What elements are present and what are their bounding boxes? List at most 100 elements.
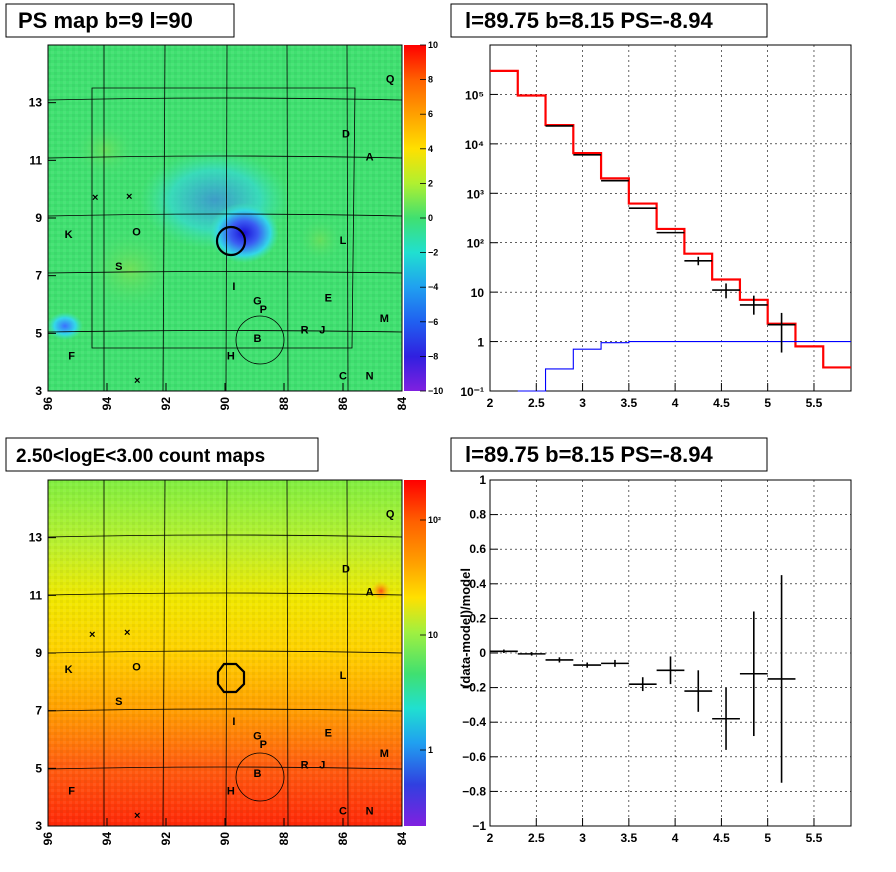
residual-x-tick-label: 2.5: [528, 831, 545, 845]
spectrum-x-tick-label: 2.5: [528, 396, 545, 410]
ps-map-marker-r: R: [301, 324, 309, 336]
residual-x-tick-label: 5: [764, 831, 771, 845]
ps-map-marker-s: S: [115, 261, 122, 273]
spectrum-y-tick-label: 10⁴: [465, 138, 484, 152]
count-colorbar-tick-label: 1: [428, 745, 433, 755]
ps-map-markers: Q D A K O L S I GP E M R J B F H C N: [65, 73, 395, 382]
residual-y-ticks: −1 −0.8 −0.6 −0.4 −0.2 0 0.2 0.4 0.6 0.8 1: [462, 473, 498, 833]
spectrum-y-tick-label: 10⁻¹: [460, 385, 484, 399]
count-map-x-ticks: 96 94 92 90 88 86 84: [41, 818, 409, 845]
residual-panel: l=89.75 b=8.15 PS=-8.94 2 2.5 3 3.5 4 4.5 5 5.5…: [450, 437, 852, 845]
ps-map-y-tick-label: 3: [35, 384, 42, 398]
count-map-title-box: [5, 437, 319, 472]
residual-x-tick-label: 3: [579, 831, 586, 845]
ps-map-x-ticks: 96 94 92 90 88 86 84: [41, 383, 409, 410]
count-map-marker-h: H: [227, 785, 235, 797]
ps-colorbar-tick-label: −8: [428, 351, 438, 361]
count-map-marker-p: P: [260, 739, 267, 751]
ps-map-x-tick-label: 92: [159, 397, 173, 411]
hot-spot-a: [371, 581, 391, 601]
ps-map-marker-a: A: [366, 151, 374, 163]
ps-map-marker-l: L: [340, 235, 347, 247]
ps-map-marker-p: P: [260, 304, 267, 316]
count-map-x-tick-label: 90: [218, 832, 232, 846]
residual-x-ticks: 2 2.5 3 3.5 4 4.5 5 5.5: [487, 818, 823, 845]
count-map-colorbar: [404, 480, 426, 826]
ps-map-colorbar: [404, 45, 426, 391]
ps-colorbar-tick-label: −4: [428, 282, 438, 292]
residual-x-tick-label: 4.5: [713, 831, 730, 845]
source-circle: [215, 225, 247, 257]
count-map-grid: [47, 479, 403, 827]
ps-colorbar-tick-label: 2: [428, 178, 433, 188]
ps-colorbar-tick-label: −6: [428, 317, 438, 327]
count-map-y-tick-label: 11: [29, 588, 42, 602]
count-map-x-tick-label: 88: [277, 832, 291, 846]
model-step-line: [490, 69, 851, 369]
ps-map-title: PS map b=9 l=90: [18, 8, 193, 33]
ps-map-marker-m: M: [380, 313, 389, 325]
residual-y-tick-label: 1: [479, 473, 486, 487]
count-map-marker-k: K: [65, 664, 73, 676]
count-source-circle: [216, 662, 246, 694]
ps-map-x-tick-label: 96: [41, 397, 55, 411]
count-map-marker-g: G: [253, 731, 262, 743]
count-map-x-tick-label: 96: [41, 832, 55, 846]
ps-colorbar-tick-label: −2: [428, 248, 438, 258]
residual-y-tick-label: 0.4: [469, 577, 486, 591]
ps-map-marker-j: J: [319, 324, 325, 336]
count-map-marker-e: E: [325, 728, 332, 740]
ps-map-x-tick-label: 90: [218, 397, 232, 411]
spectrum-y-ticks: 10⁻¹ 1 10 10² 10³ 10⁴ 10⁵: [460, 88, 498, 399]
region-circle-b: [235, 315, 285, 365]
count-map-marker-c: C: [339, 805, 347, 817]
spectrum-y-tick-label: 1: [477, 336, 484, 350]
residual-y-tick-label: 0.2: [469, 611, 486, 625]
residual-title: l=89.75 b=8.15 PS=-8.94: [465, 442, 713, 467]
spectrum-y-tick-label: 10⁵: [465, 88, 484, 102]
ps-map-y-tick-label: 7: [35, 269, 42, 283]
ps-map-marker-o: O: [132, 226, 141, 238]
count-colorbar-tick-label: 10: [428, 630, 438, 640]
spectrum-plot: [489, 44, 852, 392]
count-map-y-tick-label: 3: [35, 819, 42, 833]
count-map-title: 2.50<logE<3.00 count maps: [16, 446, 265, 467]
spectrum-x-tick-label: 5.5: [806, 396, 823, 410]
ps-map-x-tick-label: 86: [336, 397, 350, 411]
svg-text:×: ×: [89, 629, 95, 641]
svg-text:×: ×: [134, 810, 140, 822]
count-map-y-tick-label: 7: [35, 704, 42, 718]
ps-map-y-tick-label: 11: [29, 153, 42, 167]
ps-map-marker-g: G: [253, 296, 262, 308]
ps-map-x-tick-label: 88: [277, 397, 291, 411]
count-colorbar-tick-label: 10²: [428, 515, 441, 525]
spectrum-x-tick-label: 2: [487, 396, 494, 410]
ps-map-x-tick-label: 84: [395, 397, 409, 411]
ps-colorbar-tick-label: 8: [428, 75, 433, 85]
ps-colorbar-tick-label: 10: [428, 40, 438, 50]
count-map-y-ticks: 3 5 7 9 11 13: [29, 531, 56, 833]
count-map-x-tick-label: 94: [100, 832, 114, 846]
count-map-marker-m: M: [380, 748, 389, 760]
count-map-marker-l: L: [340, 670, 347, 682]
count-map-marker-s: S: [115, 696, 122, 708]
residual-y-tick-label: 0.8: [469, 508, 486, 522]
ps-map-marker-f: F: [68, 350, 75, 362]
residual-title-box: [450, 437, 768, 472]
ps-map-marker-h: H: [227, 350, 235, 362]
svg-text:×: ×: [126, 191, 132, 203]
residual-x-tick-label: 3.5: [621, 831, 638, 845]
count-map-marker-i: I: [232, 716, 235, 728]
ps-map-panel: PS map b=9 l=90 × × × Q D A K O L S I GP E M R J B F H C…: [5, 3, 443, 410]
ps-colorbar-tick-label: 6: [428, 109, 433, 119]
count-map-marker-a: A: [366, 586, 374, 598]
residual-x-tick-label: 5.5: [806, 831, 823, 845]
ps-map-marker-i: I: [232, 281, 235, 293]
count-map-marker-j: J: [319, 759, 325, 771]
count-map-x-tick-label: 84: [395, 832, 409, 846]
count-map-panel: 2.50<logE<3.00 count maps × × × Q D A K O L S I…: [5, 437, 441, 845]
ps-map-marker-q: Q: [386, 73, 395, 85]
spectrum-x-tick-label: 5: [764, 396, 771, 410]
spectrum-series: [490, 69, 851, 392]
svg-text:×: ×: [92, 192, 98, 204]
